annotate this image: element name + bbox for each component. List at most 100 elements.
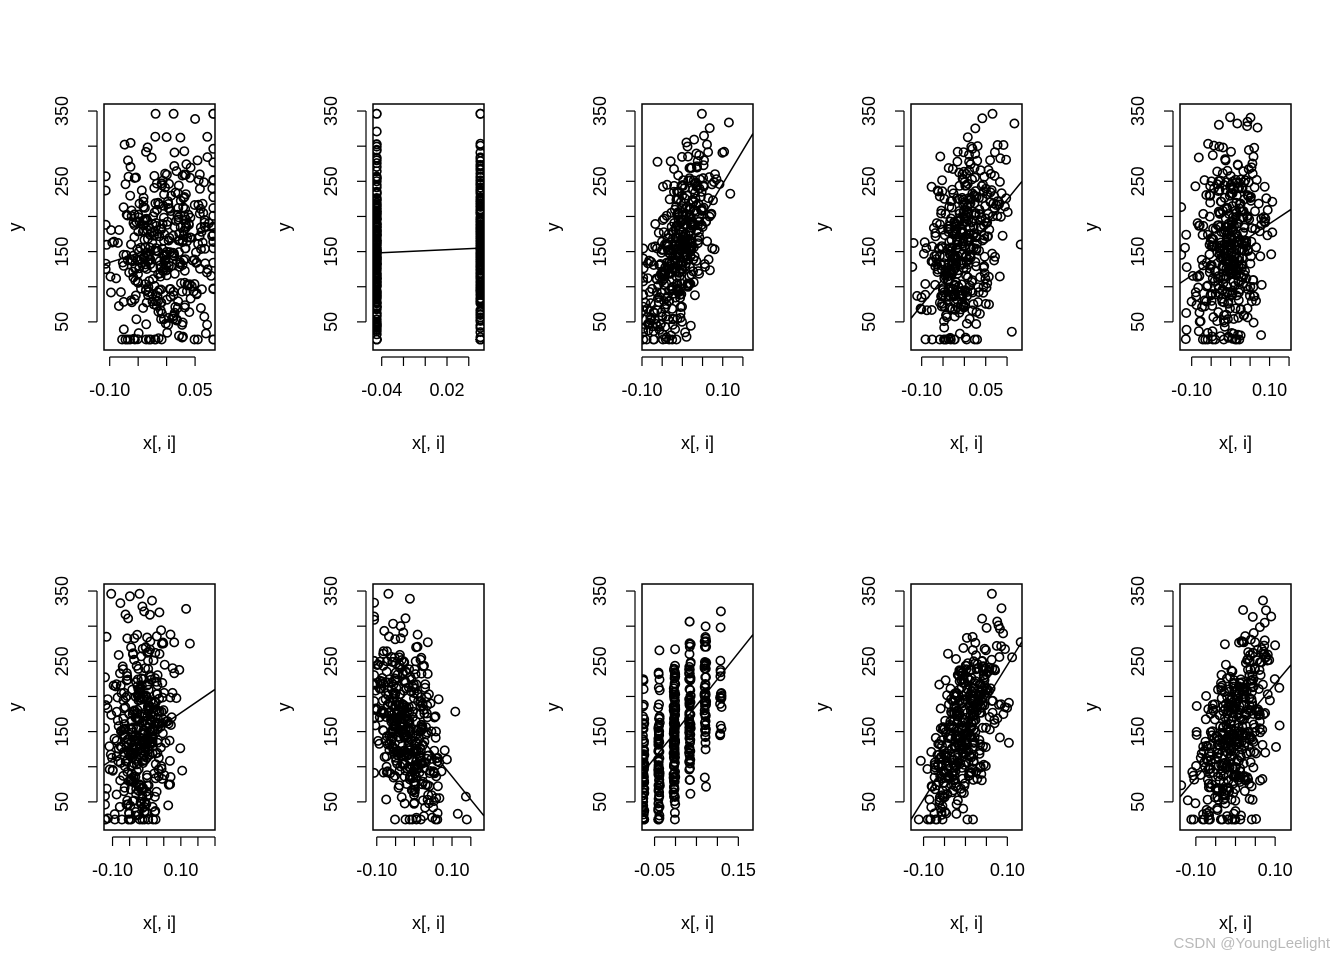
- scatter-panel-3: -0.10 0.10 x[, i] 50 150 250 350 y: [543, 96, 754, 453]
- data-point: [1204, 810, 1215, 821]
- data-point: [964, 675, 975, 686]
- data-point: [373, 696, 380, 707]
- data-point: [138, 196, 149, 207]
- data-point: [1209, 266, 1220, 277]
- data-point: [992, 140, 1003, 151]
- data-point: [700, 781, 711, 792]
- scatter-panel-10: -0.10 0.10 x[, i] 50 150 250 350 y: [1081, 576, 1293, 933]
- data-point: [153, 296, 164, 307]
- data-point: [682, 141, 693, 152]
- data-point: [1001, 193, 1012, 204]
- data-point: [1244, 655, 1255, 666]
- data-point: [642, 243, 649, 254]
- data-point: [642, 684, 649, 695]
- data-point: [970, 186, 981, 197]
- data-point: [1256, 330, 1267, 341]
- data-point: [373, 188, 382, 198]
- data-point: [373, 767, 380, 778]
- data-point: [475, 194, 484, 205]
- data-point: [475, 156, 484, 167]
- data-point: [986, 185, 997, 196]
- data-point: [1001, 154, 1012, 165]
- data-point: [1235, 304, 1246, 315]
- points-group: [104, 588, 195, 825]
- data-point: [653, 805, 664, 816]
- data-point: [373, 273, 382, 284]
- data-point: [926, 256, 937, 267]
- data-point: [642, 814, 648, 825]
- data-point: [1227, 268, 1238, 279]
- data-point: [373, 308, 382, 319]
- data-point: [656, 247, 667, 258]
- data-point: [1255, 251, 1266, 262]
- data-point: [373, 720, 381, 731]
- y-tick-label: 50: [321, 792, 341, 812]
- data-point: [146, 152, 157, 163]
- data-point: [193, 199, 204, 210]
- data-point: [412, 689, 423, 700]
- data-point: [926, 181, 937, 192]
- y-tick-label: 250: [590, 166, 610, 196]
- data-point: [1204, 211, 1215, 222]
- data-point: [1199, 175, 1210, 186]
- data-point: [1261, 193, 1272, 204]
- data-point: [168, 286, 179, 297]
- data-point: [475, 198, 484, 209]
- y-tick-label: 50: [859, 312, 879, 332]
- points-group: [642, 108, 736, 345]
- data-point: [962, 236, 973, 247]
- data-point: [940, 781, 951, 792]
- regression-line: [1180, 208, 1291, 284]
- data-point: [1271, 741, 1282, 752]
- data-point: [1218, 315, 1229, 326]
- data-point: [475, 327, 484, 338]
- data-point: [1222, 221, 1233, 232]
- data-point: [698, 155, 709, 166]
- data-point: [129, 209, 140, 220]
- data-point: [975, 739, 986, 750]
- x-tick-label: -0.10: [89, 380, 130, 400]
- data-point: [642, 263, 649, 274]
- data-point: [959, 759, 970, 770]
- data-point: [1258, 595, 1269, 606]
- data-point: [422, 637, 433, 648]
- data-point: [669, 705, 680, 716]
- data-point: [656, 307, 667, 318]
- data-point: [157, 677, 168, 688]
- data-point: [958, 263, 969, 274]
- data-point: [1232, 231, 1243, 242]
- data-point: [1219, 639, 1230, 650]
- data-point: [918, 248, 929, 259]
- data-point: [401, 730, 412, 741]
- data-point: [1207, 699, 1218, 710]
- data-point: [685, 788, 696, 799]
- data-point: [150, 814, 161, 825]
- data-point: [1226, 146, 1237, 157]
- data-point: [383, 631, 394, 642]
- data-point: [700, 744, 711, 755]
- data-point: [118, 324, 129, 335]
- data-point: [671, 334, 682, 345]
- data-point: [1187, 270, 1198, 281]
- data-point: [716, 693, 727, 704]
- data-point: [1195, 316, 1206, 327]
- data-point: [929, 762, 940, 773]
- data-point: [949, 279, 960, 290]
- data-point: [1259, 181, 1270, 192]
- data-point: [960, 180, 971, 191]
- data-point: [113, 300, 124, 311]
- data-point: [921, 243, 932, 254]
- data-point: [149, 806, 160, 817]
- data-point: [940, 334, 951, 345]
- y-tick-label: 350: [321, 576, 341, 606]
- data-point: [181, 221, 192, 232]
- data-point: [104, 813, 113, 824]
- data-point: [159, 189, 170, 200]
- data-point: [978, 287, 989, 298]
- data-point: [1212, 792, 1223, 803]
- data-point: [191, 247, 202, 258]
- data-point: [684, 758, 695, 769]
- data-point: [642, 802, 649, 813]
- data-point: [111, 679, 122, 690]
- data-point: [118, 202, 129, 213]
